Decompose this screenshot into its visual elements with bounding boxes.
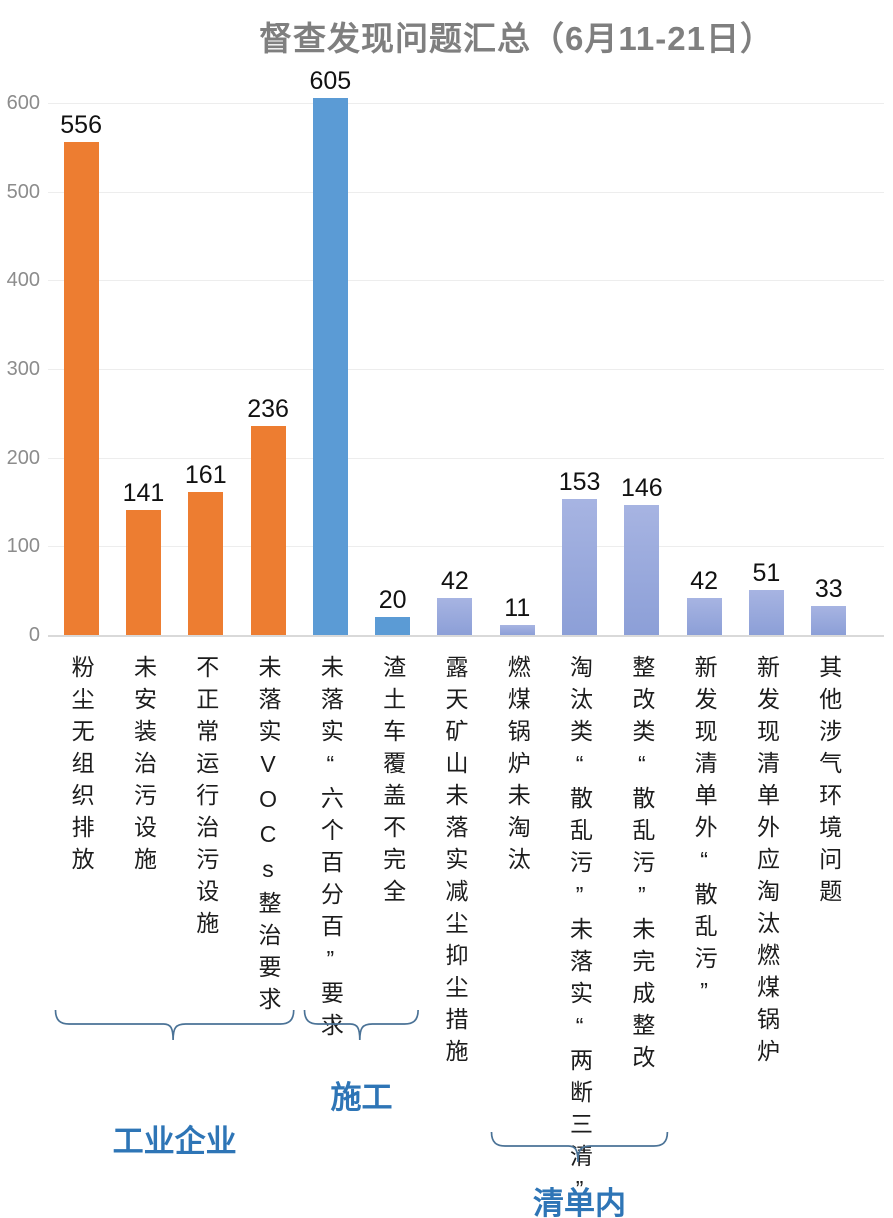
bar — [811, 606, 847, 635]
x-axis-line — [48, 635, 884, 637]
category-label: 新发现清单外“散乱污” — [691, 655, 718, 1013]
bar — [437, 598, 473, 635]
bar — [188, 492, 224, 635]
bar-value-label: 605 — [309, 67, 352, 95]
group-brace-icon — [303, 1009, 420, 1041]
category-label: 渣土车覆盖不完全 — [379, 655, 406, 911]
bar-value-label: 11 — [504, 594, 531, 622]
bar — [624, 505, 660, 635]
bar-value-label: 161 — [184, 461, 227, 489]
category-label: 整改类“散乱污”未完成整改 — [628, 655, 655, 1077]
y-axis-tick-label: 600 — [6, 91, 40, 114]
gridline — [48, 191, 884, 193]
chart-title: 督查发现问题汇总（6月11-21日） — [259, 20, 774, 57]
bar-value-label: 33 — [814, 575, 843, 603]
bar-value-label: 51 — [752, 559, 781, 587]
category-label: 不正常运行治污设施 — [192, 655, 219, 943]
bar-value-label: 20 — [378, 586, 407, 614]
bar — [562, 499, 598, 635]
group-label: 工业企业 — [112, 1124, 237, 1159]
bar — [63, 142, 99, 635]
category-label: 淘汰类“散乱污”未落实“两断三清” — [566, 655, 593, 1211]
bar — [125, 510, 161, 635]
gridline — [48, 457, 884, 459]
group-label: 施工 — [330, 1080, 393, 1115]
bar-value-label: 141 — [122, 479, 165, 507]
y-axis-tick-label: 500 — [6, 180, 40, 203]
y-axis-tick-label: 200 — [6, 446, 40, 469]
y-axis-tick-label: 400 — [6, 269, 40, 292]
bar-value-label: 42 — [441, 567, 469, 595]
bar — [748, 590, 784, 635]
bar-value-label: 556 — [60, 111, 102, 139]
group-brace-icon — [490, 1131, 669, 1163]
y-axis-tick-label: 0 — [28, 624, 40, 646]
bar-value-label: 153 — [558, 468, 601, 496]
category-label: 未落实“六个百分百”要求 — [317, 655, 344, 1045]
y-axis-tick-label: 300 — [6, 357, 40, 380]
y-axis-tick-label: 100 — [6, 535, 40, 558]
category-label: 新发现清单外应淘汰燃煤锅炉 — [753, 655, 780, 1071]
gridline — [48, 368, 884, 370]
category-label: 露天矿山未落实减尘抑尘措施 — [441, 655, 468, 1071]
bar-value-label: 146 — [620, 474, 663, 502]
bar — [499, 625, 535, 635]
group-label: 清单内 — [533, 1186, 627, 1218]
bar — [686, 598, 722, 635]
gridline — [48, 280, 884, 282]
category-label: 粉尘无组织排放 — [68, 655, 95, 879]
bar — [312, 98, 348, 635]
bar — [375, 617, 411, 635]
gridline — [48, 102, 884, 104]
category-label: 其他涉气环境问题 — [815, 655, 842, 911]
bar-value-label: 236 — [247, 395, 289, 423]
gridline — [48, 546, 884, 548]
bar-value-label: 42 — [690, 567, 719, 595]
group-brace-icon — [54, 1009, 295, 1041]
category-label: 未落实VOCs整治要求 — [255, 655, 282, 1019]
category-label: 未安装治污设施 — [130, 655, 157, 879]
bar — [250, 426, 286, 635]
category-label: 燃煤锅炉未淘汰 — [504, 655, 531, 879]
